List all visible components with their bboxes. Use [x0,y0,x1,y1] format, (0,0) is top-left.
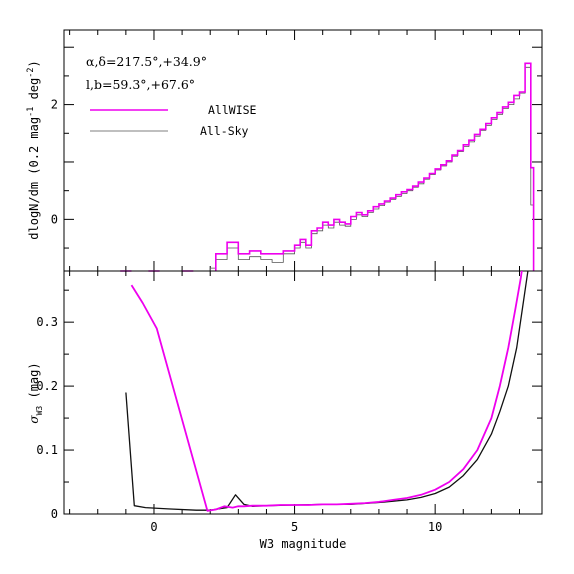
top-panel-ylabel: dlogN/dm (0.2 mag-1 deg-2) [26,60,41,239]
top-ylabel-sup-2: -2 [26,68,36,78]
bottom-xtick-label: 5 [291,520,298,534]
bottom-panel-ylabel: σW3 (mag) [27,362,44,423]
bottom-panel-ytick-labels: 0 0.1 0.2 0.3 [36,315,58,521]
legend: AllWISE All-Sky [90,103,257,138]
bottom-ytick-label: 0 [51,507,58,521]
legend-label-allwise: AllWISE [208,103,257,117]
bottom-panel-xtick-labels: 0 5 10 [150,520,442,534]
series-allwise-histogram [120,62,535,272]
top-panel-ytick-labels: 02 [51,98,58,227]
top-ytick-label: 0 [51,212,58,226]
annotation-l-b: l,b=59.3°,+67.6° [86,77,195,92]
series-allsky-histogram [120,66,534,272]
bottom-xtick-label: 10 [428,520,442,534]
bottom-xtick-label: 0 [150,520,157,534]
annotation-alpha-delta: α,δ=217.5°,+34.9° [86,54,207,69]
legend-label-allsky: All-Sky [200,124,249,138]
top-ylabel-sup-1: -1 [26,107,36,117]
top-panel-series [120,62,535,272]
bottom-ytick-label: 0.2 [36,379,58,393]
bottom-ytick-label: 0.3 [36,315,58,329]
bottom-ylabel-sigma: σ [27,415,41,424]
bottom-ylabel-sub: W3 [35,406,44,416]
series-allwise-line [130,271,523,512]
top-ylabel-part-1: dlogN/dm (0.2 mag [27,117,41,240]
bottom-panel: 0 0.1 0.2 0.3 0 5 10 [36,270,543,534]
top-panel-ticks [64,30,542,271]
bottom-panel-frame [63,270,543,515]
bottom-panel-series [125,271,529,512]
top-ytick-label: 2 [51,98,58,112]
top-ylabel-part-3: ) [27,60,41,67]
top-ylabel-part-2: deg [27,78,41,107]
bottom-panel-ticks [64,271,542,514]
series-allsky-line [125,271,529,511]
bottom-ylabel-unit: (mag) [27,362,41,405]
bottom-panel-xlabel: W3 magnitude [260,537,347,551]
bottom-ytick-label: 0.1 [36,443,58,457]
